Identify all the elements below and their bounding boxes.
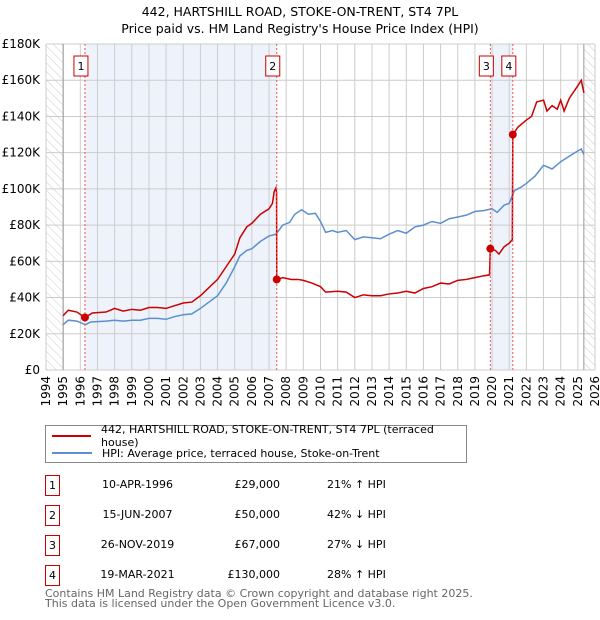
transaction-hpi-diff: 28% ↑ HPI [327, 568, 386, 581]
y-tick-label: £120K [2, 146, 42, 160]
x-tick-label: 2007 [262, 376, 276, 407]
x-tick-label: 2021 [502, 376, 516, 407]
sale-label-box [73, 55, 89, 77]
sale-point [272, 275, 281, 284]
y-tick-label: £100K [2, 182, 42, 196]
x-tick-label: 2005 [228, 376, 242, 407]
x-tick-label: 2020 [485, 376, 499, 407]
sale-point [486, 244, 495, 253]
x-tick-label: 2003 [193, 376, 207, 407]
y-tick-label: £80K [9, 218, 41, 232]
x-tick-label: 2023 [537, 376, 551, 407]
x-tick-label: 2008 [279, 376, 293, 407]
y-tick-label: £20K [9, 327, 41, 341]
legend-item-property: 442, HARTSHILL ROAD, STOKE-ON-TRENT, ST4… [52, 423, 466, 449]
transaction-hpi-diff: 42% ↓ HPI [327, 508, 386, 521]
transaction-date: 19-MAR-2021 [100, 568, 175, 581]
sale-label-box [501, 55, 517, 77]
no-data-hatch [583, 44, 595, 370]
legend-swatch-hpi [52, 452, 92, 454]
x-tick-label: 2010 [314, 376, 328, 407]
transaction-number-badge: 1 [45, 475, 60, 496]
footer-line-1: Contains HM Land Registry data © Crown c… [45, 587, 473, 600]
footer-line-2: This data is licensed under the Open Gov… [45, 597, 396, 610]
title-line-1: 442, HARTSHILL ROAD, STOKE-ON-TRENT, ST4… [141, 4, 459, 19]
transaction-number-badge: 4 [45, 565, 60, 586]
x-tick-label: 2000 [142, 376, 156, 407]
sale-label-box [265, 55, 281, 77]
chart-plot: 1994 1995 1996 1997 1998 1999 2000 2001 2002 2003… [2, 37, 600, 407]
x-tick-label: 2011 [331, 376, 345, 407]
x-tick-label: 1995 [56, 376, 70, 407]
transaction-date: 15-JUN-2007 [102, 508, 173, 521]
x-tick-label: 2016 [416, 376, 430, 407]
property-series-line [62, 78, 585, 319]
transaction-number-badge: 3 [45, 535, 60, 556]
x-tick-label: 2012 [348, 376, 362, 407]
x-tick-label: 2006 [245, 376, 259, 407]
legend-swatch-property [52, 435, 92, 437]
x-tick-label: 2025 [571, 376, 585, 407]
title-line-2: Price paid vs. HM Land Registry's House … [121, 21, 479, 36]
chart-title: 442, HARTSHILL ROAD, STOKE-ON-TRENT, ST4… [0, 3, 600, 37]
sale-label-number: 1 [77, 60, 84, 73]
x-tick-label: 2019 [468, 376, 482, 407]
sale-label-number: 4 [505, 60, 512, 73]
transaction-date: 26-NOV-2019 [100, 538, 175, 551]
x-tick-label: 2013 [365, 376, 379, 407]
x-tick-label: 2014 [382, 376, 396, 407]
transaction-price: £67,000 [234, 538, 281, 551]
transaction-row: 1 10-APR-1996 £29,000 21% ↑ HPI [45, 475, 465, 496]
x-tick-label: 1997 [90, 376, 104, 407]
transaction-number-badge: 2 [45, 505, 60, 526]
y-tick-label: £0 [25, 363, 40, 377]
x-tick-label: 2017 [434, 376, 448, 407]
transaction-hpi-diff: 21% ↑ HPI [327, 478, 386, 491]
legend-item-hpi: HPI: Average price, terraced house, Stok… [52, 445, 380, 461]
x-tick-label: 2022 [519, 376, 533, 407]
legend: 442, HARTSHILL ROAD, STOKE-ON-TRENT, ST4… [45, 423, 467, 463]
x-tick-label: 2009 [296, 376, 310, 407]
sale-label-box [478, 55, 494, 77]
x-tick-label: 2002 [176, 376, 190, 407]
transaction-date: 10-APR-1996 [101, 478, 174, 491]
x-tick-label: 1996 [73, 376, 87, 407]
transaction-row: 4 19-MAR-2021 £130,000 28% ↑ HPI [45, 565, 465, 586]
legend-label-hpi: HPI: Average price, terraced house, Stok… [102, 446, 380, 460]
transaction-row: 2 15-JUN-2007 £50,000 42% ↓ HPI [45, 505, 465, 526]
x-tick-label: 1994 [39, 376, 53, 407]
x-tick-label: 2015 [399, 376, 413, 407]
y-tick-label: £160K [2, 73, 42, 87]
transaction-price: £50,000 [234, 508, 281, 521]
footer-attribution: Contains HM Land Registry data © Crown c… [45, 587, 473, 610]
y-tick-label: £140K [2, 109, 42, 123]
y-tick-label: £40K [9, 291, 41, 305]
sale-point [508, 130, 517, 139]
ownership-shade [84, 44, 277, 370]
y-tick-label: £60K [9, 254, 41, 268]
x-tick-label: 2004 [211, 376, 225, 407]
transaction-price: £29,000 [234, 478, 281, 491]
x-tick-label: 2018 [451, 376, 465, 407]
sale-point [80, 313, 89, 322]
x-tick-label: 1999 [125, 376, 139, 407]
x-tick-label: 2001 [159, 376, 173, 407]
sale-label-number: 3 [483, 60, 490, 73]
no-data-hatch [46, 44, 64, 370]
y-tick-label: £180K [2, 37, 42, 51]
transaction-row: 3 26-NOV-2019 £67,000 27% ↓ HPI [45, 535, 465, 556]
x-tick-label: 2026 [588, 376, 600, 407]
hpi-series-line [62, 148, 585, 326]
x-tick-label: 2024 [554, 376, 568, 407]
legend-label-property: 442, HARTSHILL ROAD, STOKE-ON-TRENT, ST4… [101, 423, 434, 449]
sale-label-number: 2 [269, 60, 276, 73]
x-tick-label: 1998 [108, 376, 122, 407]
transaction-price: £130,000 [227, 568, 281, 581]
transaction-hpi-diff: 27% ↓ HPI [327, 538, 386, 551]
